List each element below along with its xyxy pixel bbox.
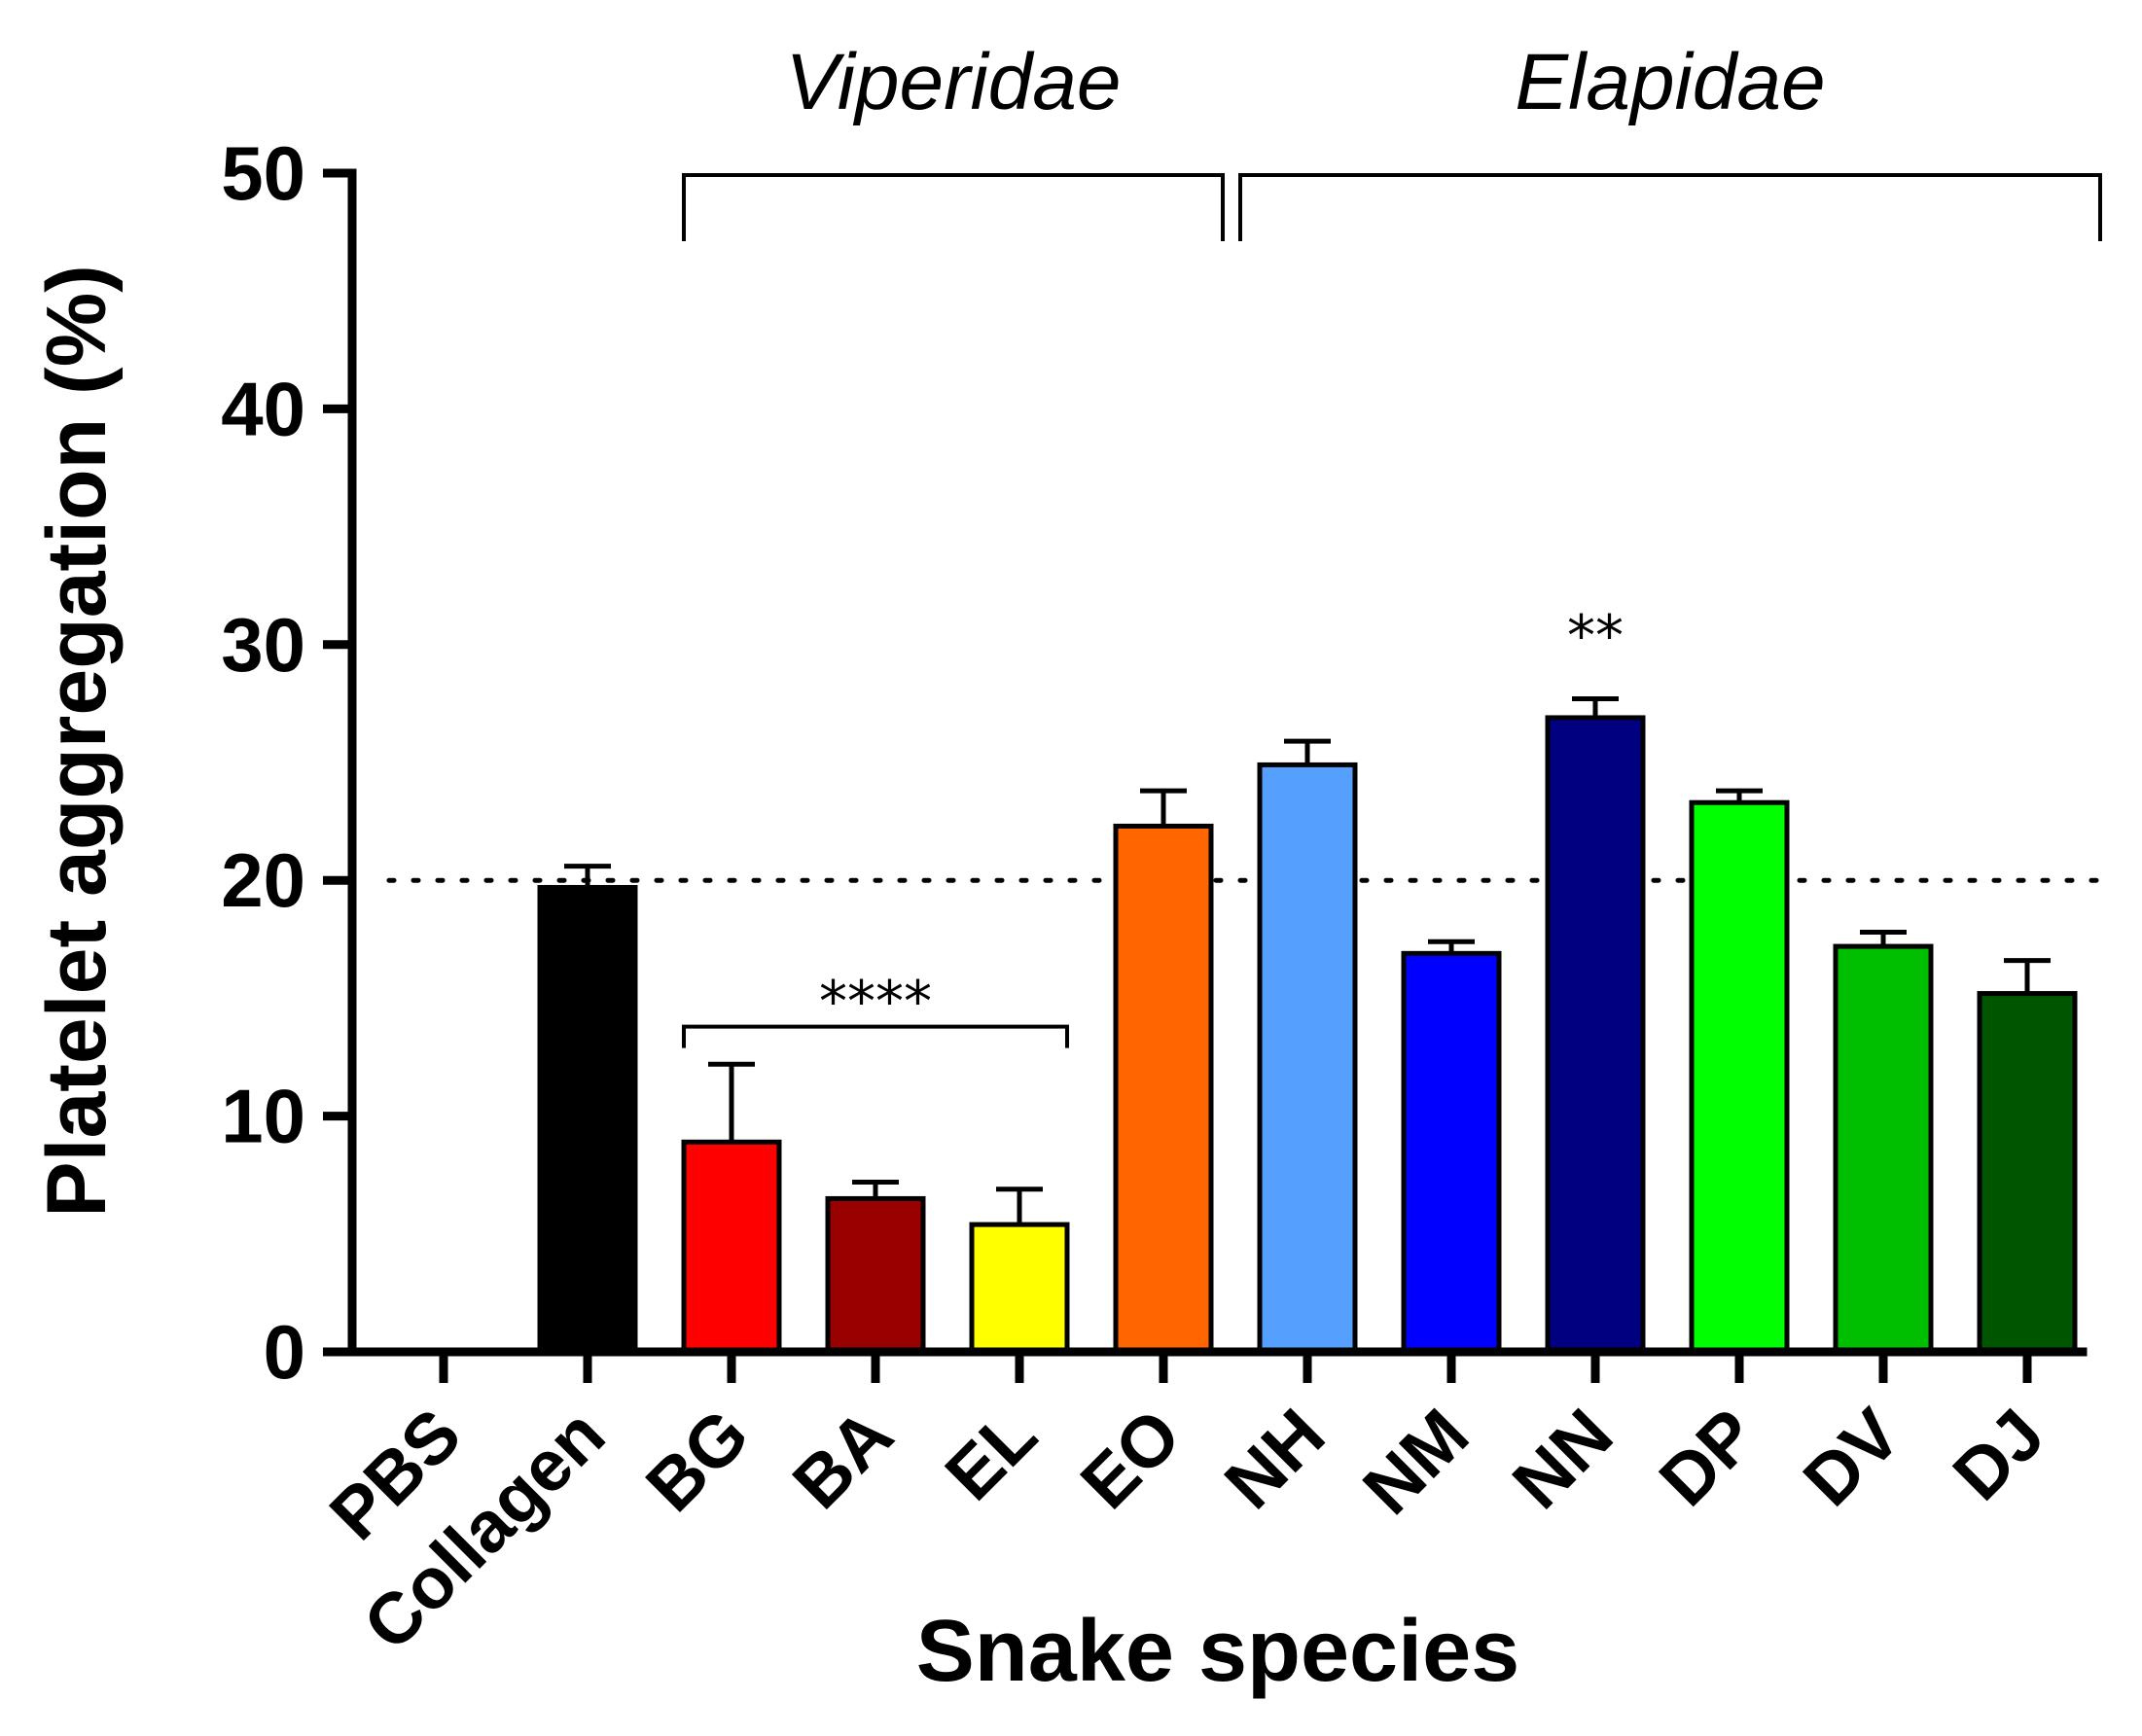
bar-eo: [1113, 823, 1214, 1355]
bar-el: [969, 1222, 1070, 1355]
x-tick-label: BA: [777, 1394, 908, 1524]
x-tick-label: NM: [1347, 1394, 1483, 1530]
x-tick-label: DP: [1644, 1394, 1771, 1521]
y-tick-label: 40: [221, 366, 305, 451]
group-label: Viperidae: [786, 38, 1122, 126]
bar-dv: [1833, 943, 1934, 1355]
group-label: Elapidae: [1515, 38, 1825, 126]
x-tick-label: EO: [1065, 1394, 1196, 1524]
y-tick-label: 0: [264, 1309, 305, 1395]
significance-bracket: [682, 1024, 1069, 1048]
bar-ba: [825, 1195, 926, 1355]
bar-nh: [1257, 762, 1358, 1355]
x-axis-label: Snake species: [916, 1603, 1519, 1700]
x-tick-label: DV: [1788, 1394, 1915, 1521]
y-tick-label: 30: [221, 602, 305, 688]
bar-dp: [1689, 799, 1790, 1355]
bar-dj: [1977, 991, 2078, 1355]
bar-bg: [681, 1139, 782, 1355]
x-tick-label: DJ: [1938, 1394, 2060, 1516]
y-tick-label: 50: [221, 130, 305, 216]
bar-nn: [1545, 715, 1646, 1355]
y-tick-label: 20: [221, 837, 305, 923]
x-tick-label: EL: [930, 1394, 1053, 1516]
x-tick-label: BG: [630, 1394, 764, 1527]
group-bracket: [1238, 173, 2102, 241]
y-tick-label: 10: [221, 1074, 305, 1159]
y-axis-label: Platelet aggregation (%): [30, 265, 124, 1218]
significance-label: **: [1567, 603, 1624, 669]
bar-collagen: [537, 884, 638, 1355]
x-tick-label: NN: [1497, 1394, 1627, 1524]
x-tick-label: NH: [1209, 1394, 1339, 1524]
group-bracket: [682, 173, 1225, 241]
significance-label: ****: [819, 969, 932, 1035]
bar-nm: [1401, 950, 1502, 1355]
